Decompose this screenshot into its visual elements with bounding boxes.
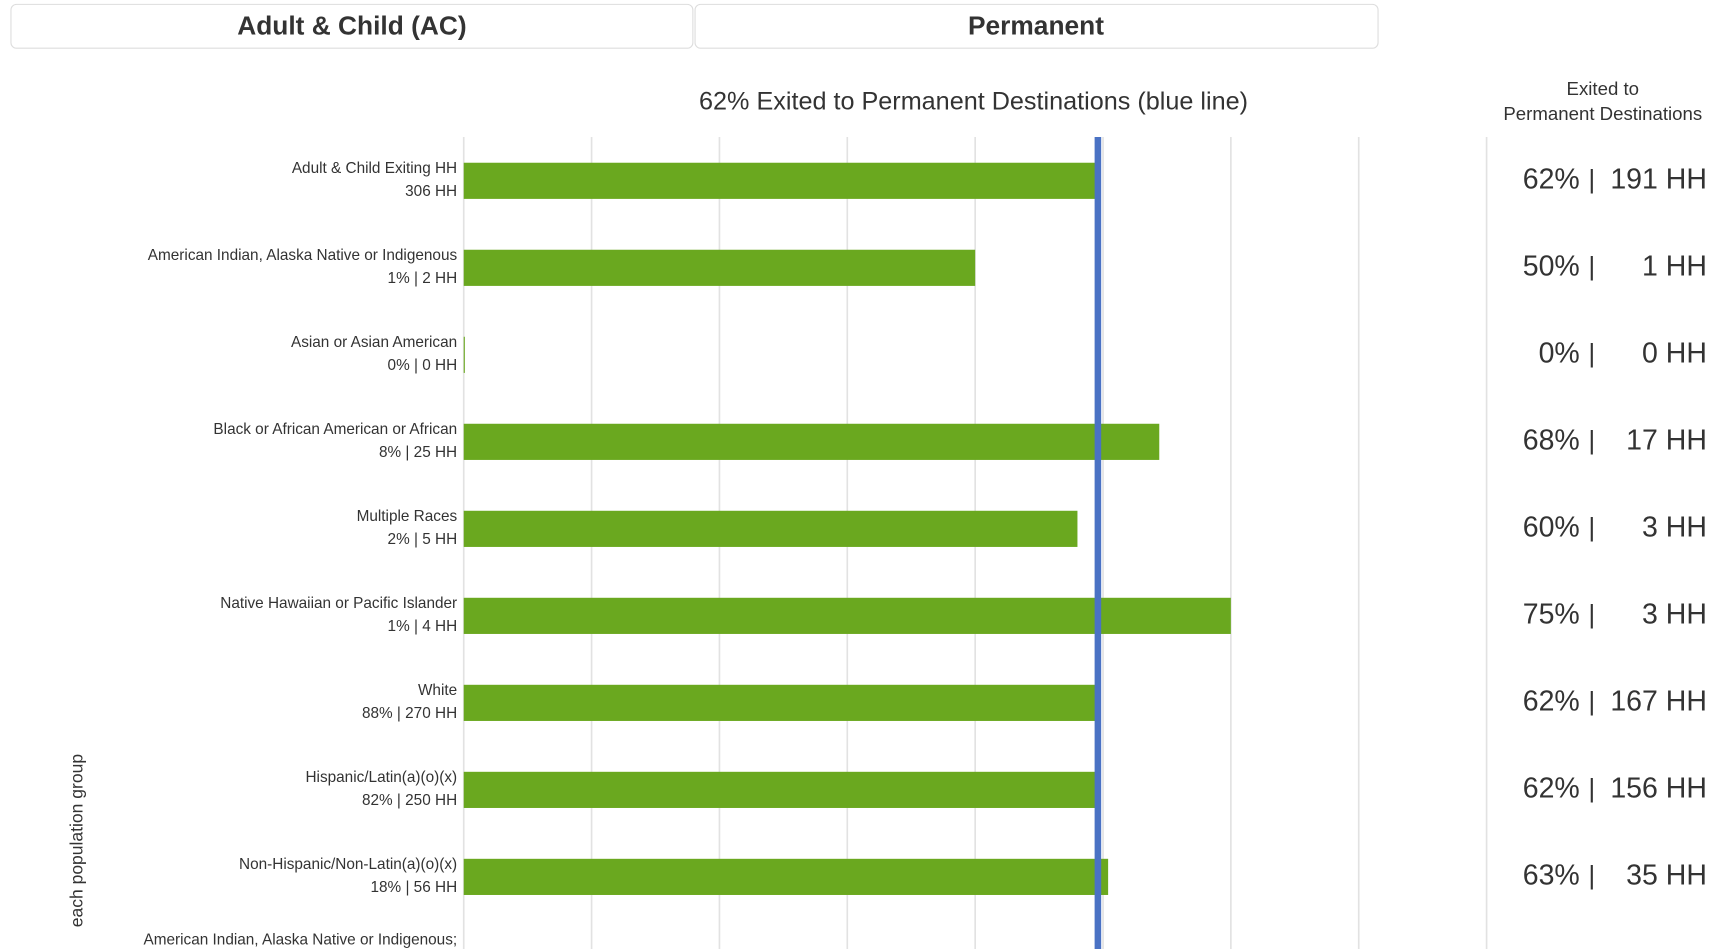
bar [463,423,1160,460]
tab-label: Permanent [968,10,1104,40]
value-label: 63% [1523,859,1580,891]
category-label: Native Hawaiian or Pacific Islander [220,595,457,612]
hh-label: 17 HH [1626,424,1707,456]
tab[interactable] [694,3,1379,49]
category-label: Adult & Child Exiting HH [292,160,457,177]
hh-label: 156 HH [1610,772,1707,804]
category-label: American Indian, Alaska Native or Indige… [144,931,458,948]
bar [463,684,1098,721]
separator: | [1588,773,1595,803]
hh-label: 35 HH [1626,859,1707,891]
category-sublabel: 88% | 270 HH [362,705,457,722]
value-label: 62% [1523,772,1580,804]
separator: | [1588,686,1595,716]
category-label: Asian or Asian American [291,334,457,351]
hh-label: 167 HH [1610,685,1707,717]
category-label: Hispanic/Latin(a)(o)(x) [306,769,458,786]
hh-label: 3 HH [1642,598,1707,630]
bar [463,336,465,373]
value-label: 0% [1539,337,1580,369]
separator: | [1588,860,1595,890]
value-label: 75% [1523,598,1580,630]
column-header: Exited to [1567,78,1639,99]
separator: | [1588,164,1595,194]
value-label: 50% [1523,250,1580,282]
tab[interactable] [10,3,694,49]
separator: | [1588,599,1595,629]
hh-label: 191 HH [1610,163,1707,195]
separator: | [1588,251,1595,281]
column-header: Permanent Destinations [1503,103,1702,124]
bar [463,771,1098,808]
bar [463,858,1109,895]
category-label: American Indian, Alaska Native or Indige… [148,247,458,264]
category-label: Black or African American or African [213,421,457,438]
bar [463,249,976,286]
category-sublabel: 8% | 25 HH [379,444,457,461]
separator: | [1588,512,1595,542]
hh-label: 0 HH [1642,337,1707,369]
category-sublabel: 306 HH [405,183,457,200]
tab-label: Adult & Child (AC) [237,10,466,40]
bar [463,510,1078,547]
category-sublabel: 1% | 2 HH [388,270,458,287]
category-label: Non-Hispanic/Non-Latin(a)(o)(x) [239,856,457,873]
category-sublabel: 1% | 4 HH [388,618,458,635]
bar [463,162,1098,199]
category-label: White [418,682,457,699]
chart-title: 62% Exited to Permanent Destinations (bl… [699,88,1248,116]
hh-label: 1 HH [1642,250,1707,282]
value-label: 62% [1523,685,1580,717]
category-sublabel: 2% | 5 HH [388,531,458,548]
value-label: 62% [1523,163,1580,195]
category-sublabel: 0% | 0 HH [388,357,458,374]
hh-label: 3 HH [1642,511,1707,543]
y-axis-label: each population group [66,754,86,927]
separator: | [1588,338,1595,368]
bar [463,597,1231,634]
category-label: Multiple Races [357,508,458,525]
category-sublabel: 82% | 250 HH [362,792,457,809]
value-label: 68% [1523,424,1580,456]
separator: | [1588,425,1595,455]
category-sublabel: 18% | 56 HH [371,879,458,896]
value-label: 60% [1523,511,1580,543]
